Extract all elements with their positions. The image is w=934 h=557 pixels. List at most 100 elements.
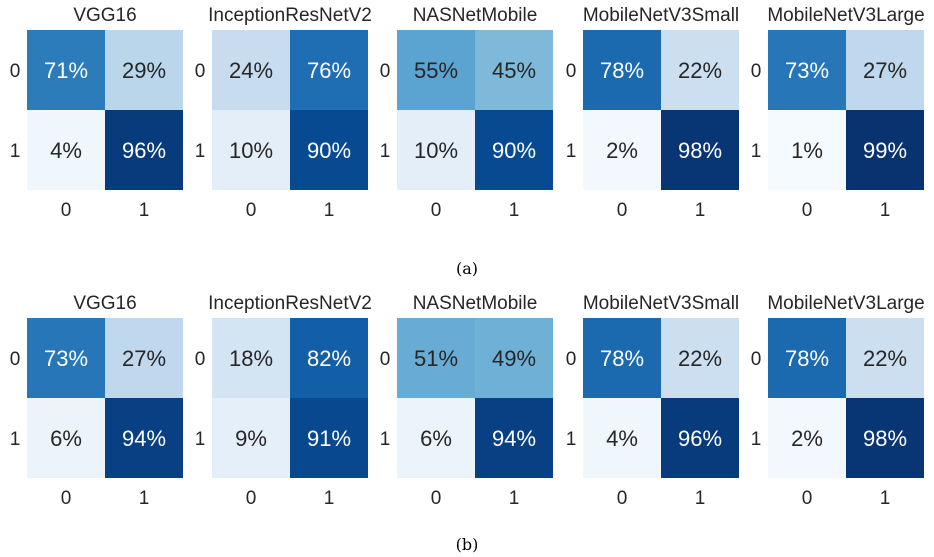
- cell-value-label: 10%: [414, 138, 458, 163]
- x-tick-label: 0: [246, 200, 257, 221]
- cell-value-label: 82%: [307, 346, 351, 371]
- heatmap-cell: [661, 110, 739, 190]
- cell-value-label: 49%: [492, 346, 536, 371]
- cell-value-label: 4%: [50, 138, 82, 163]
- cell-value-label: 2%: [606, 138, 638, 163]
- y-tick-label: 0: [10, 61, 21, 82]
- cell-value-label: 78%: [785, 346, 829, 371]
- y-tick-label: 1: [10, 141, 21, 162]
- cell-value-label: 94%: [492, 426, 536, 451]
- heatmap-cell: [583, 110, 661, 190]
- heatmap-cell: [212, 398, 290, 478]
- heatmap-cell: [661, 398, 739, 478]
- cell-value-label: 94%: [122, 426, 166, 451]
- cell-value-label: 27%: [122, 346, 166, 371]
- cell-value-label: 18%: [229, 346, 273, 371]
- y-tick-label: 0: [566, 61, 577, 82]
- cell-value-label: 90%: [307, 138, 351, 163]
- cell-value-label: 24%: [229, 58, 273, 83]
- subfigure-1: VGG16 71% 29% 4% 96% 0 1 0 1 InceptionResNetV2 24%…: [10, 5, 925, 278]
- heatmap-cell: [105, 318, 183, 398]
- y-tick-label: 1: [380, 429, 391, 450]
- panel-title: MobileNetV3Small: [583, 293, 739, 314]
- heatmap-cell: [290, 318, 368, 398]
- panel-title: VGG16: [73, 5, 136, 26]
- x-tick-label: 1: [880, 200, 891, 221]
- heatmap-cell: [290, 110, 368, 190]
- heatmap-cell: [768, 30, 846, 110]
- x-tick-label: 0: [61, 488, 72, 509]
- confusion-matrix-panel: VGG16 73% 27% 6% 94% 0 1 0 1: [10, 293, 183, 509]
- confusion-matrix-panel: InceptionResNetV2 18% 82% 9% 91% 0 1 0 1: [195, 293, 372, 509]
- panel-title: InceptionResNetV2: [208, 5, 372, 26]
- cell-value-label: 6%: [420, 426, 452, 451]
- x-tick-label: 0: [802, 488, 813, 509]
- cell-value-label: 99%: [863, 138, 907, 163]
- y-tick-label: 1: [195, 429, 206, 450]
- cell-value-label: 73%: [44, 346, 88, 371]
- heatmap-cell: [212, 318, 290, 398]
- cell-value-label: 1%: [791, 138, 823, 163]
- subfigure-2: VGG16 73% 27% 6% 94% 0 1 0 1 InceptionResNetV2 18%…: [10, 293, 925, 554]
- y-tick-label: 0: [380, 349, 391, 370]
- cell-value-label: 91%: [307, 426, 351, 451]
- heatmap-cell: [290, 30, 368, 110]
- cell-value-label: 27%: [863, 58, 907, 83]
- cell-value-label: 78%: [600, 346, 644, 371]
- heatmap-cell: [768, 398, 846, 478]
- heatmap-cell: [105, 110, 183, 190]
- x-tick-label: 1: [695, 200, 706, 221]
- cell-value-label: 73%: [785, 58, 829, 83]
- confusion-matrix-panel: NASNetMobile 55% 45% 10% 90% 0 1 0 1: [380, 5, 553, 221]
- y-tick-label: 0: [751, 61, 762, 82]
- heatmap-cell: [105, 398, 183, 478]
- x-tick-label: 1: [509, 200, 520, 221]
- y-tick-label: 1: [10, 429, 21, 450]
- cell-value-label: 98%: [678, 138, 722, 163]
- x-tick-label: 0: [617, 488, 628, 509]
- confusion-matrix-panel: NASNetMobile 51% 49% 6% 94% 0 1 0 1: [380, 293, 553, 509]
- y-tick-label: 1: [195, 141, 206, 162]
- x-tick-label: 0: [61, 200, 72, 221]
- y-tick-label: 1: [751, 429, 762, 450]
- heatmap-cell: [397, 398, 475, 478]
- confusion-matrix-panel: MobileNetV3Small 78% 22% 4% 96% 0 1 0 1: [566, 293, 739, 509]
- heatmap-cell: [212, 110, 290, 190]
- heatmap-cell: [846, 398, 924, 478]
- cell-value-label: 9%: [235, 426, 267, 451]
- heatmap-cell: [661, 318, 739, 398]
- x-tick-label: 1: [509, 488, 520, 509]
- heatmap-cell: [583, 30, 661, 110]
- heatmap-cell: [475, 110, 553, 190]
- heatmap-cell: [475, 398, 553, 478]
- confusion-matrix-panel: VGG16 71% 29% 4% 96% 0 1 0 1: [10, 5, 183, 221]
- heatmap-cell: [583, 318, 661, 398]
- x-tick-label: 1: [695, 488, 706, 509]
- y-tick-label: 1: [380, 141, 391, 162]
- x-tick-label: 1: [139, 488, 150, 509]
- cell-value-label: 4%: [606, 426, 638, 451]
- cell-value-label: 96%: [678, 426, 722, 451]
- x-tick-label: 1: [880, 488, 891, 509]
- cell-value-label: 76%: [307, 58, 351, 83]
- x-tick-label: 0: [431, 488, 442, 509]
- cell-value-label: 98%: [863, 426, 907, 451]
- confusion-matrix-panel: MobileNetV3Large 78% 22% 2% 98% 0 1 0 1: [751, 293, 925, 509]
- cell-value-label: 51%: [414, 346, 458, 371]
- heatmap-cell: [397, 110, 475, 190]
- confusion-matrix-panel: MobileNetV3Large 73% 27% 1% 99% 0 1 0 1: [751, 5, 925, 221]
- cell-value-label: 2%: [791, 426, 823, 451]
- subfigure-caption: (a): [456, 259, 478, 278]
- y-tick-label: 0: [195, 349, 206, 370]
- heatmap-cell: [768, 318, 846, 398]
- y-tick-label: 0: [195, 61, 206, 82]
- heatmap-cell: [290, 398, 368, 478]
- cell-value-label: 10%: [229, 138, 273, 163]
- heatmap-cell: [846, 110, 924, 190]
- heatmap-cell: [27, 30, 105, 110]
- y-tick-label: 0: [380, 61, 391, 82]
- panel-title: MobileNetV3Large: [767, 293, 924, 314]
- heatmap-cell: [27, 110, 105, 190]
